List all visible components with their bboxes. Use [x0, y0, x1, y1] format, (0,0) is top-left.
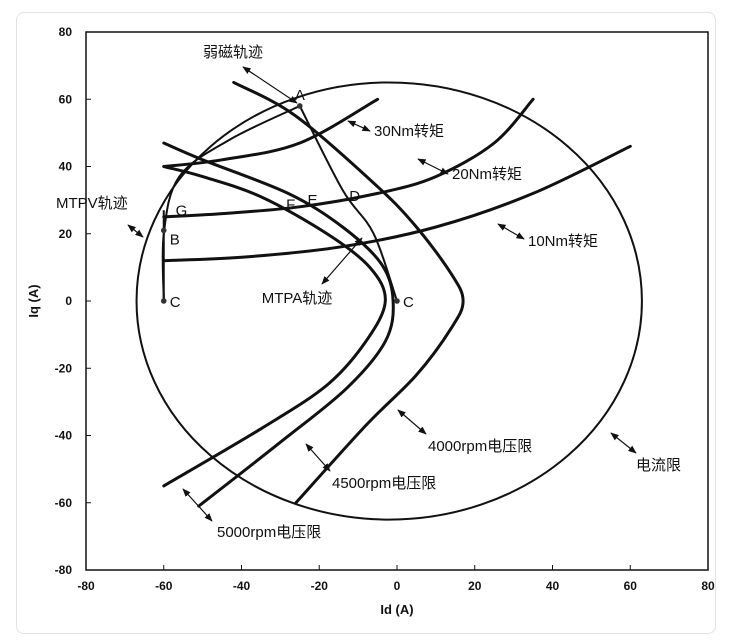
operating-point-marker: [394, 298, 400, 304]
voltage-limit-5000rpm-arrow: [182, 488, 213, 522]
operating-point-label: B: [170, 231, 180, 248]
y-tick-label: 20: [59, 227, 73, 241]
x-tick-label: 20: [468, 579, 482, 593]
y-tick-label: 40: [59, 160, 73, 174]
x-tick-label: 0: [394, 579, 401, 593]
x-tick-label: 60: [624, 579, 638, 593]
voltage-limit-4000rpm-arrow: [397, 409, 427, 435]
y-axis-label: Iq (A): [26, 284, 41, 317]
voltage-limit-4500rpm-curve: [162, 141, 395, 508]
voltage-limit-5000rpm-annotation: 5000rpm电压限: [217, 524, 321, 541]
voltage-limit-4500rpm-annotation: 4500rpm电压限: [332, 475, 436, 492]
torque-20nm-annotation: 20Nm转矩: [452, 166, 522, 183]
y-tick-label: -60: [55, 496, 73, 510]
torque-10nm-arrow: [497, 223, 525, 240]
operating-point-marker: [160, 298, 167, 304]
operating-point-label: C: [403, 294, 414, 311]
mtpv-arrow: [127, 224, 144, 238]
y-tick-label: 80: [59, 25, 73, 39]
torque-30nm-arrow: [347, 120, 371, 132]
mtpa-annotation: MTPA轨迹: [262, 290, 333, 307]
current-limit-circle: [135, 81, 643, 521]
voltage-limit-4000rpm-annotation: 4000rpm电压限: [428, 438, 532, 455]
operating-point-label: D: [349, 188, 360, 205]
chart-card: [16, 12, 716, 634]
y-tick-label: -40: [55, 429, 73, 443]
torque-20nm-curve: [162, 97, 535, 219]
mtpa-trajectory-line: [298, 105, 398, 302]
torque-20nm-arrow: [417, 158, 449, 175]
x-tick-label: -20: [311, 579, 329, 593]
flux-weakening-annotation: 弱磁轨迹: [203, 44, 263, 61]
voltage-limit-4500rpm-arrow: [305, 443, 331, 472]
operating-point-label: E: [307, 192, 317, 209]
mtpv-annotation: MTPV轨迹: [56, 195, 128, 212]
y-tick-label: 60: [59, 92, 73, 106]
operating-point-label: G: [176, 203, 188, 220]
operating-point-marker: [297, 103, 303, 109]
torque-10nm-curve: [162, 144, 632, 263]
current-limit-annotation: 电流限: [636, 457, 681, 474]
torque-30nm-annotation: 30Nm转矩: [374, 123, 444, 140]
y-tick-label: -20: [55, 361, 73, 375]
x-tick-label: 80: [701, 579, 715, 593]
x-tick-label: 40: [546, 579, 560, 593]
voltage-limit-4000rpm-curve: [232, 80, 465, 505]
operating-point-label: C: [170, 294, 181, 311]
y-tick-label: -80: [55, 563, 73, 577]
flux-weakening-trajectory-line: [161, 105, 301, 302]
current-limit-arrow: [610, 432, 637, 454]
mtpa-arrow: [321, 237, 363, 285]
y-tick-label: 0: [65, 294, 72, 308]
torque-10nm-annotation: 10Nm转矩: [528, 233, 598, 250]
operating-point-marker: [160, 227, 167, 234]
operating-point-label: F: [286, 197, 295, 214]
x-axis-label: Id (A): [380, 602, 413, 617]
voltage-limit-5000rpm-curve: [162, 165, 387, 488]
x-tick-label: -40: [233, 579, 251, 593]
flux-weakening-arrow: [242, 66, 298, 104]
x-tick-label: -80: [77, 579, 95, 593]
x-tick-label: -60: [155, 579, 173, 593]
operating-point-label: A: [295, 87, 305, 104]
